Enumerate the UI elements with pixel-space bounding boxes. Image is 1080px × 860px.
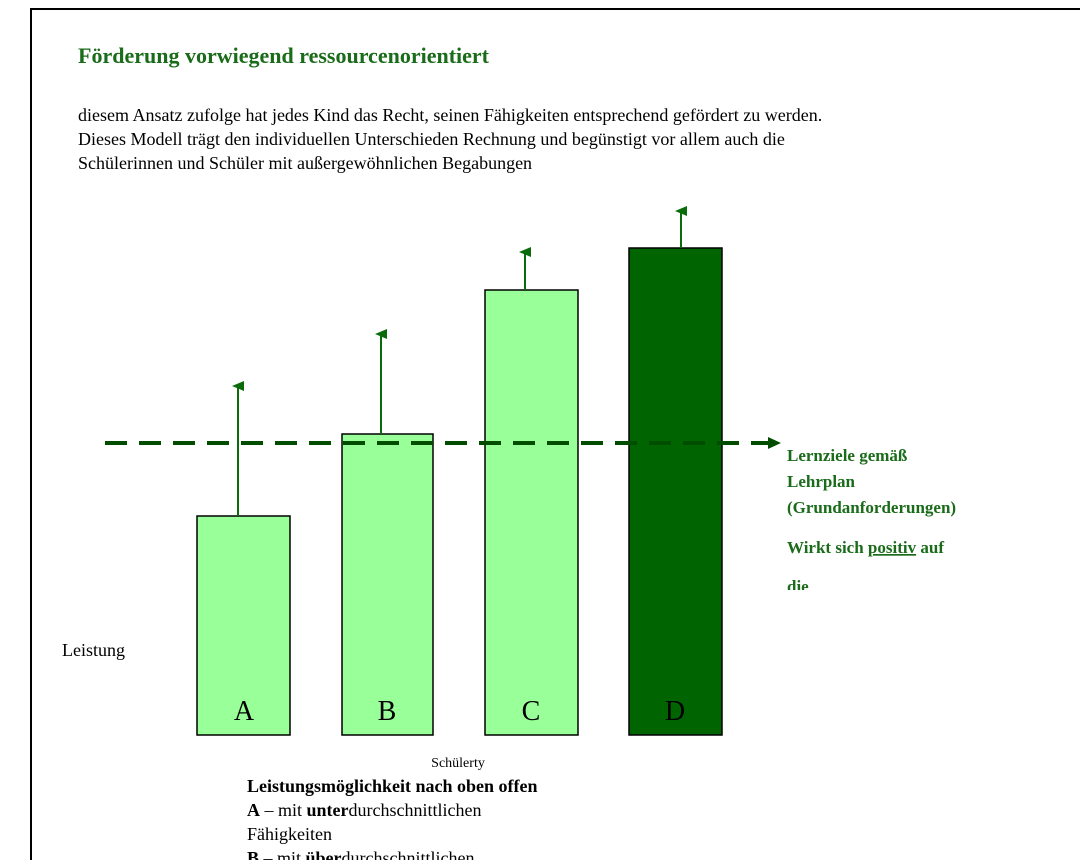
legend-item: Fähigkeiten [247,824,332,844]
note-emphasis: positiv [868,538,917,557]
legend-heading: Leistungsmöglichkeit nach oben offen [247,776,538,796]
bar [341,433,434,736]
legend-letter: B [247,848,259,860]
bar-label: C [522,696,541,727]
legend-strong: unter [307,800,349,820]
diagram: A B C D Leistung Schülerty Lernziele gem… [62,206,956,771]
arrow-head [768,437,781,449]
bar-label: D [665,696,685,727]
legend-item: B – mit überdurchschnittlichen [247,848,475,860]
bar-label: B [378,696,397,727]
bar [628,247,723,736]
intro-line: Dieses Modell trägt den individuellen Un… [78,129,785,149]
legend-strong: über [306,848,342,860]
note-line: Lernziele gemäß [787,446,908,465]
note-line: die [787,577,809,596]
title: Förderung vorwiegend ressourcenorientier… [78,43,490,68]
note-line: Lehrplan [787,472,856,491]
legend-text: – mit [263,848,306,860]
x-label: Schülerty [431,756,485,771]
note-text: auf [920,538,944,557]
intro-line: diesem Ansatz zufolge hat jedes Kind das… [78,105,822,125]
legend-text: – mit [264,800,307,820]
legend-text: durchschnittlichen [349,800,482,820]
frame [30,8,1080,860]
intro-line: Schülerinnen und Schüler mit außergewöhn… [78,153,532,173]
note-line: (Grundanforderungen) [787,498,956,517]
legend-text: durchschnittlichen [342,848,475,860]
legend-item: A – mit unterdurchschnittlichen [247,800,481,820]
note-line: Wirkt sich positiv auf [787,538,944,557]
note-text: Wirkt sich [787,538,864,557]
y-label: Leistung [62,640,125,660]
bar [484,289,579,736]
bar [196,515,291,736]
bar-label: A [234,696,255,727]
legend-letter: A [247,800,260,820]
